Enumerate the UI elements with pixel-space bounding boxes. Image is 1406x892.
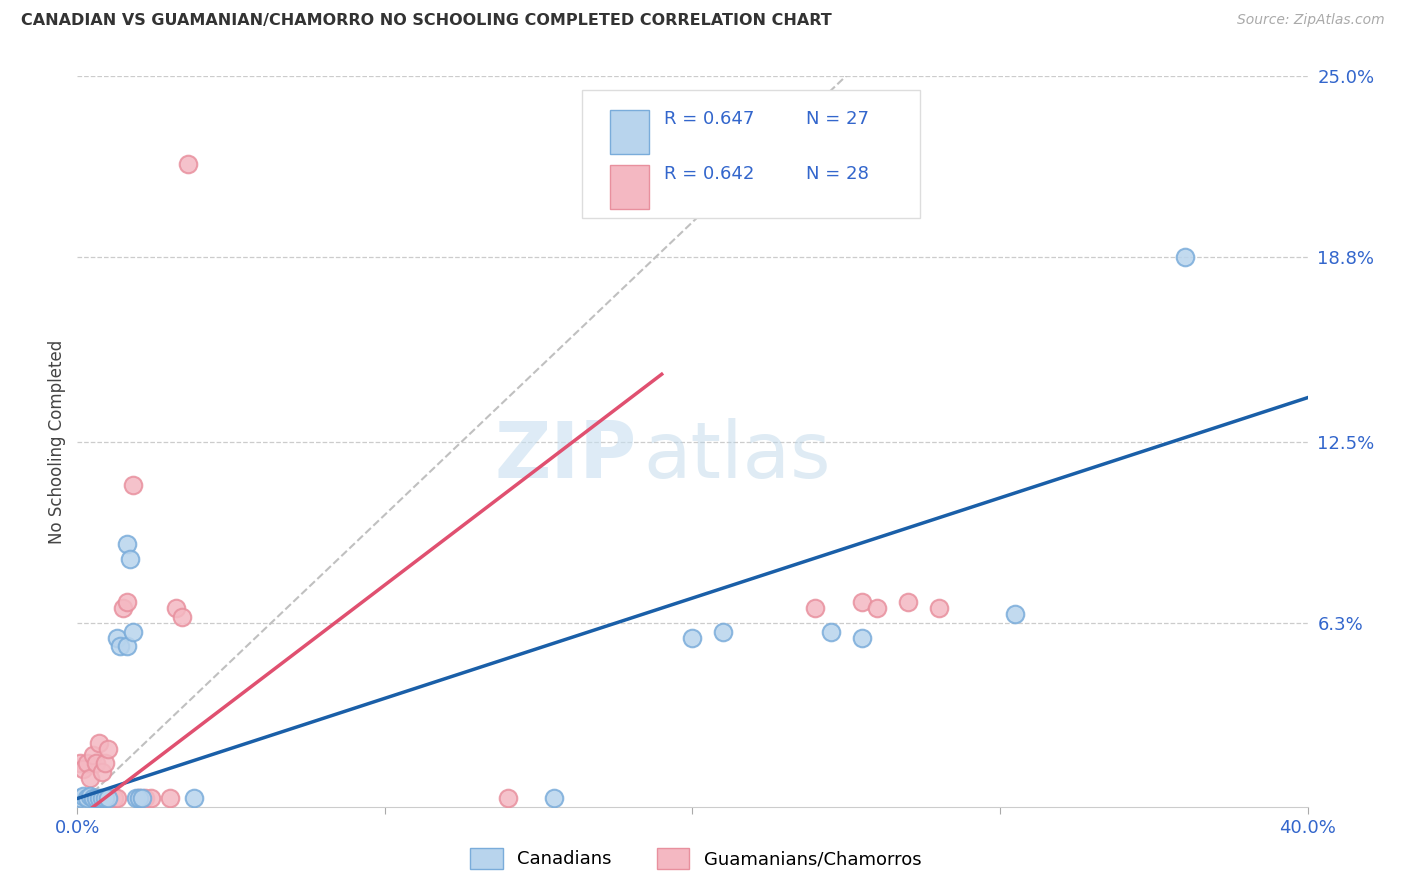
Point (177, 156, 200, 170)
Point (711, 624, 734, 639)
Point (94, 791, 117, 805)
Point (866, 601, 889, 615)
Point (69, 756, 91, 771)
Point (682, 631, 704, 645)
Point (165, 601, 187, 615)
Bar (610, 111, 650, 154)
Point (97, 791, 120, 805)
Point (72, 762, 94, 776)
Point (1004, 607, 1026, 622)
Point (82, 791, 104, 805)
Text: CANADIAN VS GUAMANIAN/CHAMORRO NO SCHOOLING COMPLETED CORRELATION CHART: CANADIAN VS GUAMANIAN/CHAMORRO NO SCHOOL… (21, 13, 832, 29)
Point (851, 595, 873, 609)
Text: N = 28: N = 28 (806, 165, 869, 183)
Point (110, 640, 132, 654)
Text: N = 27: N = 27 (806, 111, 869, 128)
Point (72, 789, 94, 803)
Point (76, 756, 98, 771)
Bar (610, 165, 650, 209)
Point (79, 771, 101, 785)
Point (128, 791, 150, 805)
Point (76, 791, 98, 805)
Point (115, 595, 138, 609)
Point (543, 791, 565, 805)
Point (97, 741, 120, 756)
Point (103, 791, 125, 805)
Point (79, 789, 101, 803)
Point (134, 791, 156, 805)
Point (928, 601, 950, 615)
Point (115, 640, 138, 654)
Y-axis label: No Schooling Completed: No Schooling Completed (48, 340, 66, 543)
Point (112, 601, 135, 615)
Text: Source: ZipAtlas.com: Source: ZipAtlas.com (1237, 13, 1385, 28)
Point (115, 537, 138, 551)
Point (141, 791, 163, 805)
Point (159, 791, 181, 805)
Point (820, 624, 842, 639)
Point (82, 747, 104, 762)
Point (105, 631, 128, 645)
Point (94, 756, 117, 771)
Point (170, 610, 193, 624)
Text: R = 0.642: R = 0.642 (664, 165, 755, 183)
Point (121, 624, 143, 639)
Point (90, 765, 114, 780)
Text: ZIP: ZIP (495, 418, 637, 494)
Point (897, 595, 920, 609)
Point (105, 791, 128, 805)
Point (804, 601, 827, 615)
Point (90, 791, 114, 805)
Text: R = 0.647: R = 0.647 (664, 111, 755, 128)
Point (87, 736, 110, 750)
Point (125, 791, 148, 805)
Point (851, 631, 873, 645)
Point (496, 791, 519, 805)
Legend: Canadians, Guamanians/Chamorros: Canadians, Guamanians/Chamorros (463, 840, 929, 876)
Point (131, 791, 153, 805)
Point (118, 551, 141, 566)
Point (84, 756, 107, 771)
Point (87, 791, 110, 805)
Point (69, 791, 91, 805)
Point (183, 791, 205, 805)
Point (84, 791, 107, 805)
Point (128, 791, 150, 805)
Point (121, 478, 143, 492)
Point (1174, 250, 1197, 264)
FancyBboxPatch shape (582, 90, 920, 219)
Text: atlas: atlas (644, 418, 831, 494)
